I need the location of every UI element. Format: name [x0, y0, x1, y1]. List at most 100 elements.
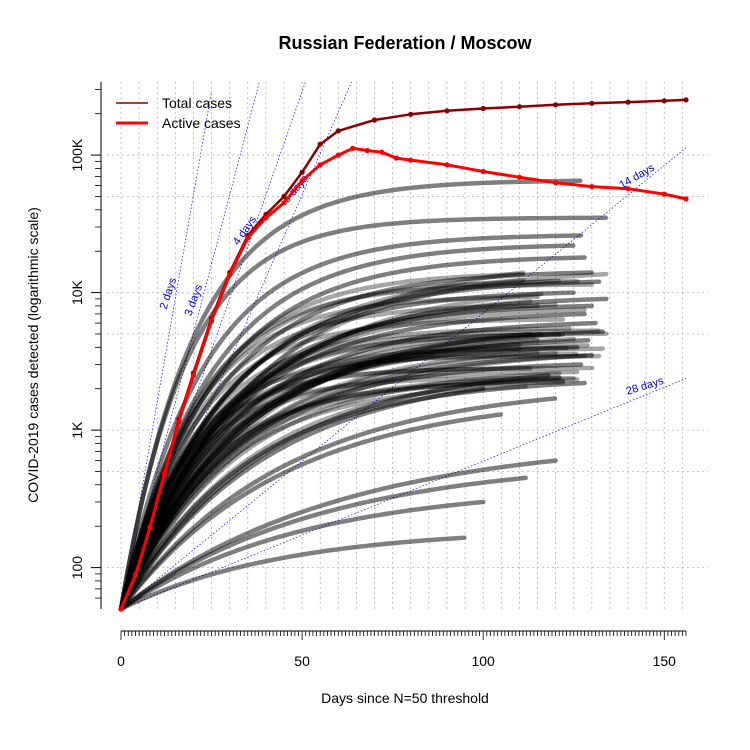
series-point — [444, 108, 450, 114]
y-tick-label: 10K — [69, 279, 85, 305]
background-curve — [118, 255, 587, 612]
x-tick-label: 150 — [653, 653, 677, 669]
background-curve — [118, 326, 573, 612]
series-point — [480, 168, 486, 175]
background-curve — [118, 278, 580, 612]
y-axis-label: COVID-2019 cases detected (logarithmic s… — [25, 207, 41, 503]
background-curve — [118, 351, 580, 612]
background-curve — [118, 386, 486, 612]
series-point — [516, 174, 523, 180]
series-point — [227, 272, 233, 278]
background-curve — [118, 294, 540, 612]
series-point — [245, 235, 251, 241]
background-curve — [118, 270, 526, 612]
background-curve — [118, 346, 605, 612]
background-curve — [118, 331, 533, 612]
background-curve — [118, 332, 562, 612]
background-curve — [118, 332, 566, 612]
background-curve — [118, 277, 526, 612]
y-tick-label: 100 — [69, 556, 85, 580]
background-curve — [118, 331, 544, 612]
background-curve — [118, 307, 587, 612]
series-point — [281, 200, 287, 206]
background-curve — [118, 412, 504, 612]
x-tick-label: 0 — [117, 653, 125, 669]
series-point — [408, 157, 414, 163]
background-curve — [118, 346, 522, 612]
series-point — [208, 318, 215, 324]
background-curve — [118, 499, 486, 612]
series-point — [317, 141, 323, 147]
background-curve — [118, 302, 558, 612]
background-curve — [118, 378, 566, 612]
background-curve — [118, 362, 584, 612]
background-curve — [118, 371, 562, 612]
series-point — [176, 419, 182, 425]
chart-title: Russian Federation / Moscow — [278, 33, 532, 53]
background-curve — [118, 380, 566, 612]
series-point — [317, 162, 323, 168]
background-curve — [118, 375, 576, 612]
series-point — [553, 180, 559, 186]
series-point — [335, 152, 341, 158]
series-point — [408, 111, 414, 117]
background-curve — [118, 366, 533, 612]
background-curve — [118, 353, 602, 612]
background-curve — [118, 290, 576, 612]
series-point — [379, 149, 385, 155]
y-tick-label: 1K — [69, 421, 85, 439]
legend-label: Active cases — [162, 115, 241, 131]
background-curve — [118, 243, 576, 612]
background-curve — [118, 377, 580, 612]
series-point — [299, 178, 305, 184]
background-curve — [118, 345, 569, 612]
background-curve — [118, 271, 526, 612]
background-curve — [118, 375, 562, 612]
reference-line-label: 2 days — [158, 276, 180, 311]
background-curve — [118, 303, 540, 612]
series-point — [132, 572, 139, 578]
series-point — [444, 162, 450, 168]
series-point — [516, 104, 523, 110]
legend-label: Total cases — [162, 95, 232, 111]
background-curve — [118, 345, 580, 612]
reference-line-label: 28 days — [625, 375, 666, 398]
series-point — [364, 147, 370, 154]
background-curve — [118, 233, 584, 612]
series-point — [190, 372, 196, 378]
background-country-curves — [118, 178, 609, 612]
axes: 0 50 100 150 100 1K 10K 100K — [69, 82, 687, 669]
background-curve — [118, 365, 595, 612]
x-axis-label: Days since N=50 threshold — [321, 690, 489, 706]
background-curve — [118, 369, 580, 612]
background-curve — [118, 349, 540, 612]
background-curve — [118, 458, 558, 612]
series-point — [263, 215, 269, 221]
series-point — [299, 169, 305, 175]
series-point — [281, 193, 287, 200]
x-tick-label: 50 — [294, 653, 310, 669]
background-curve — [118, 270, 595, 612]
background-curve — [118, 215, 609, 612]
series-point — [683, 196, 689, 202]
legend: Total cases Active cases — [116, 95, 241, 131]
background-curve — [118, 320, 598, 612]
background-curve — [118, 278, 562, 612]
background-curve — [118, 351, 558, 612]
series-point — [335, 128, 341, 134]
background-curve — [118, 353, 587, 612]
background-curve — [118, 299, 533, 612]
background-curve — [118, 271, 609, 612]
series-point — [589, 100, 595, 106]
series-point — [161, 471, 168, 477]
background-curve — [118, 311, 587, 612]
y-tick-label: 100K — [69, 138, 85, 171]
series-point — [118, 606, 124, 612]
series-point — [625, 99, 631, 105]
series-point — [683, 97, 689, 103]
series-point — [553, 102, 559, 108]
background-curve — [118, 336, 576, 612]
series-point — [661, 191, 667, 197]
background-curve — [118, 291, 544, 612]
